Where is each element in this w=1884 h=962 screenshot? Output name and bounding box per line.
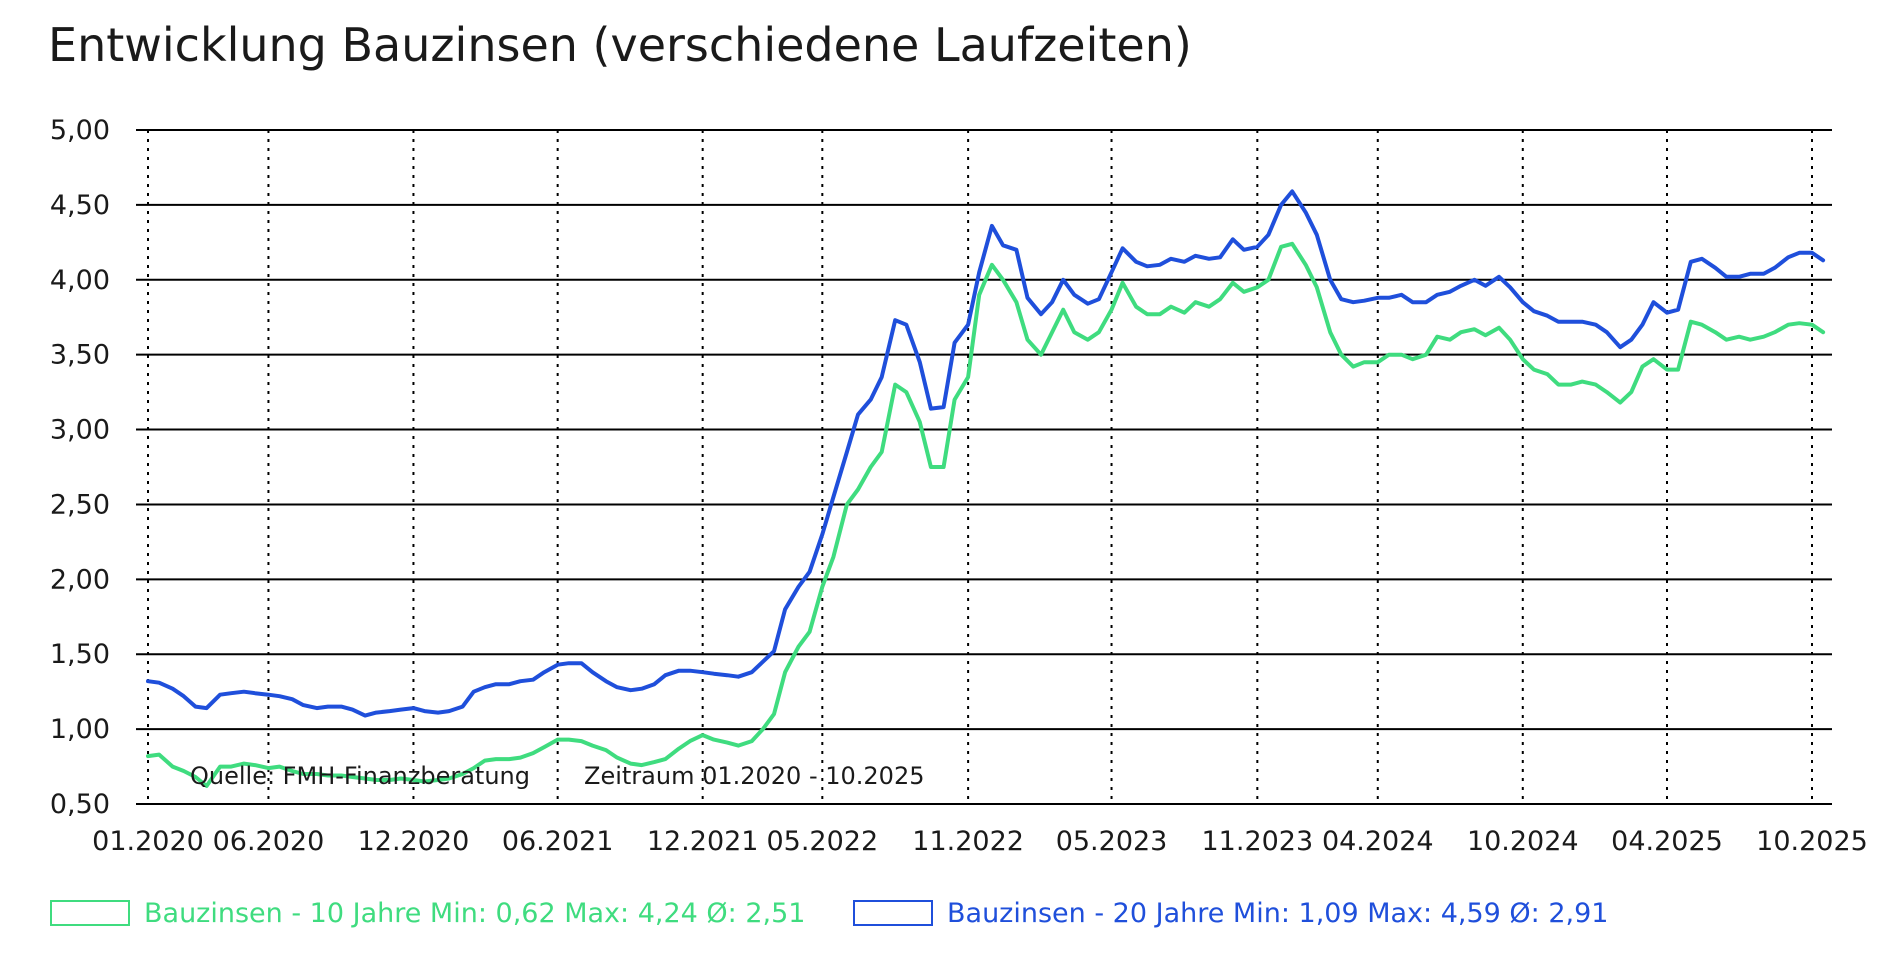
x-tick-label: 05.2023 [1056,826,1168,857]
line-chart: 0,50 1,00 1,50 2,00 2,50 3,00 3,50 4,00 4,50 5,00… [50,115,1868,857]
legend-label-10-years: Bauzinsen - 10 Jahre Min: 0,62 Max: 4,24… [144,897,806,929]
y-tick-label: 4,50 [50,190,110,221]
y-tick-label: 5,00 [50,115,110,146]
x-tick-label: 06.2021 [502,826,614,857]
x-tick-label: 11.2022 [912,826,1024,857]
period-annotation: Zeitraum 01.2020 - 10.2025 [584,762,925,790]
x-tick-label: 04.2025 [1611,826,1723,857]
x-tick-label: 10.2025 [1756,826,1868,857]
y-tick-label: 1,50 [50,639,110,670]
x-tick-label: 10.2024 [1467,826,1579,857]
legend-item-10-years: Bauzinsen - 10 Jahre Min: 0,62 Max: 4,24… [50,897,805,929]
x-tick-label: 06.2020 [213,826,325,857]
x-axis: 01.2020 06.2020 12.2020 06.2021 12.2021 05.20… [92,826,1868,857]
x-tick-label: 11.2023 [1202,826,1314,857]
y-tick-label: 3,50 [50,340,110,371]
series-line-10-years [146,241,1826,788]
y-tick-label: 4,00 [50,265,110,296]
legend-label-20-years: Bauzinsen - 20 Jahre Min: 1,09 Max: 4,59… [947,897,1609,929]
series-lines [146,189,1826,788]
y-tick-label: 3,00 [50,415,110,446]
y-axis: 0,50 1,00 1,50 2,00 2,50 3,00 3,50 4,00 4,50 5,00 [50,115,110,820]
x-tick-label: 12.2020 [358,826,470,857]
y-tick-label: 2,00 [50,564,110,595]
legend-item-20-years: Bauzinsen - 20 Jahre Min: 1,09 Max: 4,59… [853,897,1608,929]
x-tick-label: 04.2024 [1322,826,1434,857]
y-tick-label: 0,50 [50,789,110,820]
chart-title: Entwicklung Bauzinsen (verschiedene Lauf… [48,18,1192,72]
series-line-20-years [146,189,1826,718]
legend-swatch-20-years [853,900,933,926]
x-tick-label: 12.2021 [647,826,759,857]
grid [136,129,1832,805]
y-tick-label: 2,50 [50,489,110,520]
y-tick-label: 1,00 [50,714,110,745]
legend-swatch-10-years [50,900,130,926]
x-tick-label: 05.2022 [766,826,878,857]
source-annotation: Quelle: FMH-Finanzberatung [190,762,530,790]
x-tick-label: 01.2020 [92,826,204,857]
